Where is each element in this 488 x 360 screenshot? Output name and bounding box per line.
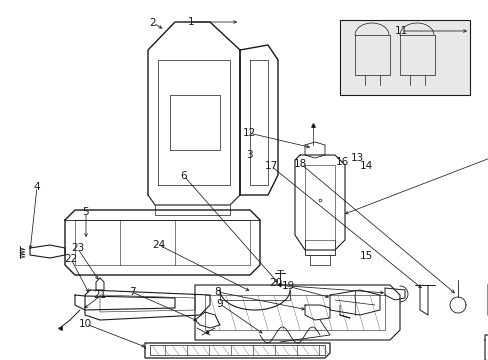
Text: 21: 21 bbox=[93, 290, 107, 300]
Text: 4: 4 bbox=[33, 182, 40, 192]
Text: 9: 9 bbox=[216, 299, 223, 309]
Text: 2: 2 bbox=[149, 18, 156, 28]
Text: 14: 14 bbox=[359, 161, 373, 171]
Text: 6: 6 bbox=[180, 171, 186, 181]
Text: 18: 18 bbox=[293, 159, 307, 169]
Text: 19: 19 bbox=[281, 281, 295, 291]
Text: 3: 3 bbox=[245, 150, 252, 160]
Text: 11: 11 bbox=[393, 26, 407, 36]
Text: 8: 8 bbox=[214, 287, 221, 297]
Text: 20: 20 bbox=[269, 278, 282, 288]
Text: 24: 24 bbox=[152, 240, 165, 250]
Text: 22: 22 bbox=[64, 254, 78, 264]
Text: 16: 16 bbox=[335, 157, 348, 167]
Text: 23: 23 bbox=[71, 243, 85, 253]
Text: 5: 5 bbox=[82, 207, 89, 217]
Text: 15: 15 bbox=[359, 251, 373, 261]
Text: 17: 17 bbox=[264, 161, 278, 171]
Bar bbox=[339, 20, 469, 95]
Text: 1: 1 bbox=[187, 17, 194, 27]
Text: 13: 13 bbox=[349, 153, 363, 163]
Text: 10: 10 bbox=[79, 319, 92, 329]
Text: 7: 7 bbox=[128, 287, 135, 297]
Text: 12: 12 bbox=[242, 128, 256, 138]
